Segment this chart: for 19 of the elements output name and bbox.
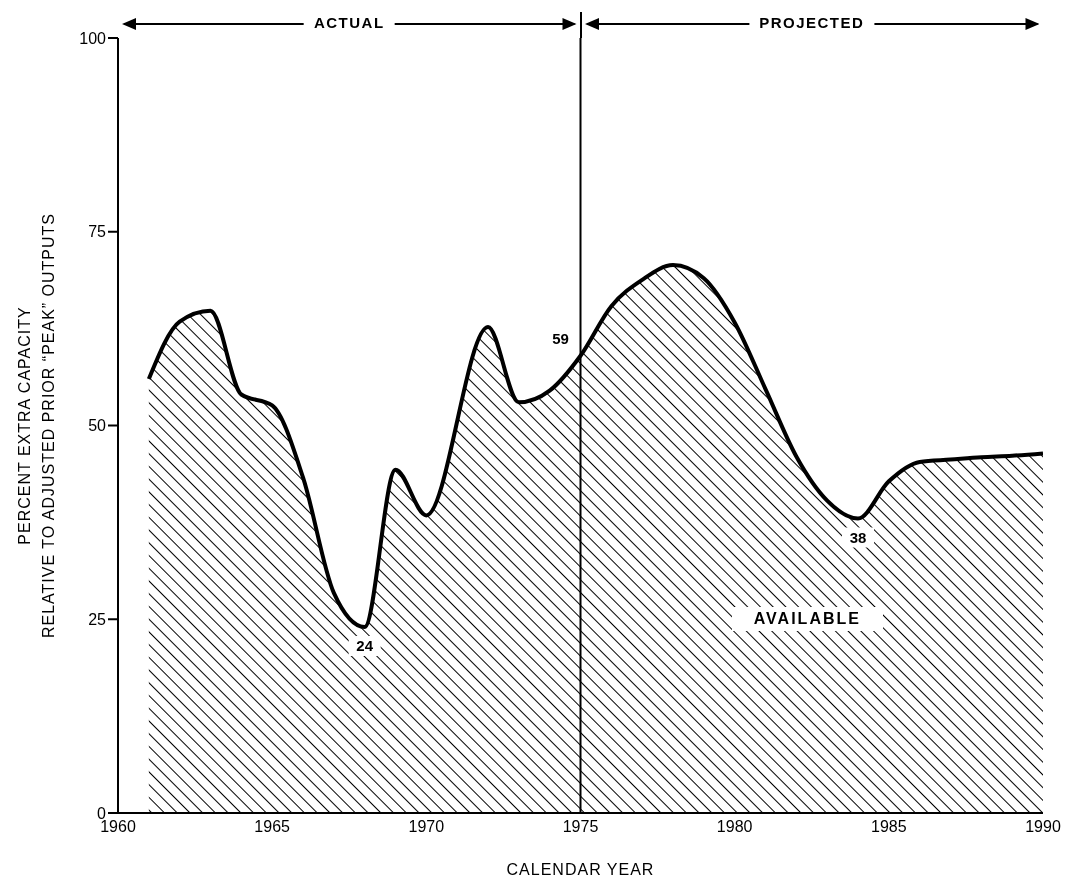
y-tick-label: 50 (88, 417, 107, 435)
y-tick-label: 75 (88, 223, 107, 241)
data-label: 24 (356, 637, 374, 654)
text: ACTUAL (303, 14, 395, 31)
x-tick-label: 1970 (408, 818, 445, 836)
x-tick-label: 1990 (1025, 818, 1061, 836)
y-tick-label: 100 (79, 29, 107, 47)
x-axis-title: CALENDAR YEAR (506, 861, 655, 878)
y-tick-label: 25 (88, 610, 107, 628)
y-axis-title: PERCENT EXTRA CAPACITY RELATIVE TO ADJUSTED PRIOR “PEAK” OUTPUTS (16, 212, 57, 639)
text: PROJECTED (749, 14, 875, 31)
x-tick-label: 1985 (871, 818, 907, 836)
x-tick-label: 1975 (562, 818, 599, 836)
x-tick-label: 1965 (254, 818, 291, 836)
x-tick-label: 1980 (716, 818, 753, 836)
data-label: 38 (849, 528, 867, 546)
annotation: AVAILABLE (731, 607, 883, 632)
data-label: 59 (552, 329, 569, 347)
x-tick-label: 1960 (100, 818, 136, 836)
